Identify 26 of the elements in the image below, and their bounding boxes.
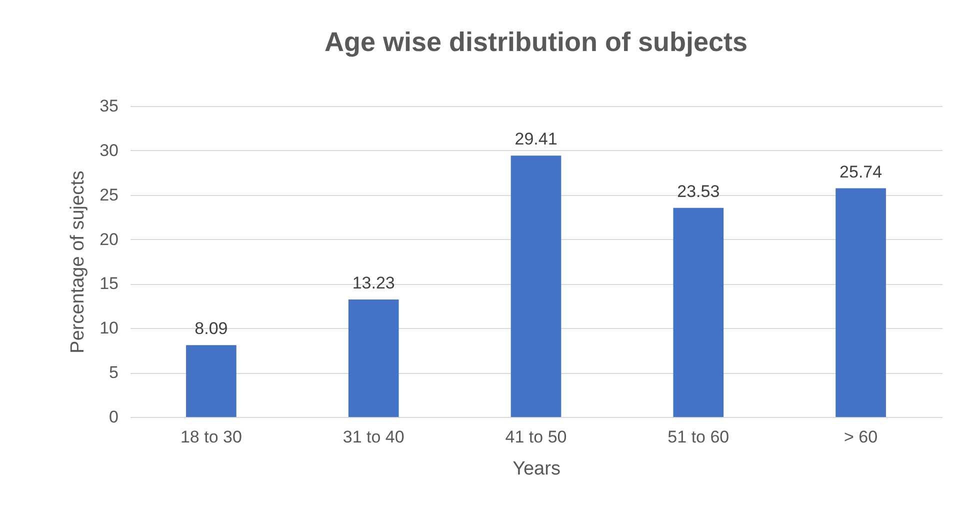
bar — [836, 188, 886, 417]
y-tick-label: 5 — [109, 363, 118, 382]
x-tick-label: 41 to 50 — [505, 428, 567, 446]
bar — [348, 299, 399, 417]
y-tick-label: 0 — [109, 408, 118, 426]
y-tick-label: 25 — [100, 185, 118, 204]
data-label: 8.09 — [194, 319, 228, 338]
bar — [186, 345, 236, 417]
y-tick-label: 10 — [100, 318, 118, 338]
bar — [673, 208, 724, 417]
x-axis-title: Years — [512, 458, 560, 480]
y-tick-label: 15 — [100, 274, 118, 294]
bar — [510, 156, 562, 417]
x-tick-label: > 60 — [844, 428, 878, 446]
x-tick-label: 31 to 40 — [342, 428, 404, 446]
data-label: 13.23 — [352, 273, 395, 292]
data-label: 29.41 — [514, 130, 558, 149]
x-tick-label: 18 to 30 — [180, 428, 242, 446]
chart-title: Age wise distribution of subjects — [324, 27, 748, 57]
data-label: 25.74 — [840, 162, 882, 182]
y-tick-label: 20 — [100, 230, 118, 249]
y-axis-title: Percentage of sujects — [68, 170, 89, 354]
y-tick-label: 35 — [100, 96, 118, 116]
x-tick-label: 51 to 60 — [668, 428, 730, 446]
y-tick-label: 30 — [100, 140, 118, 160]
data-label: 23.53 — [677, 182, 720, 201]
